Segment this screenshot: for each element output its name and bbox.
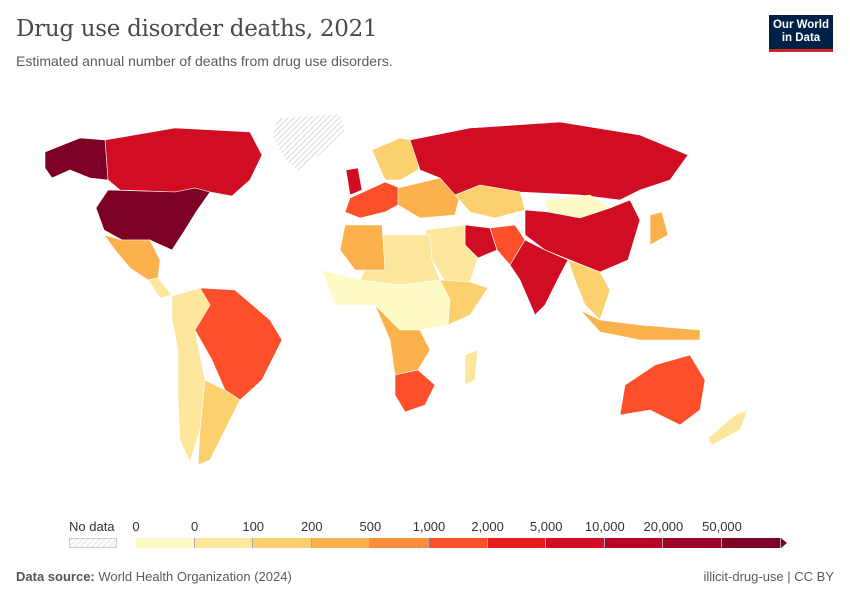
region-argentina[interactable] bbox=[197, 379, 241, 466]
region-new-zealand[interactable] bbox=[707, 409, 749, 446]
region-indonesia[interactable] bbox=[579, 309, 701, 341]
region-mexico[interactable] bbox=[103, 234, 161, 281]
region-australia[interactable] bbox=[619, 354, 706, 426]
legend-bin[interactable] bbox=[604, 538, 664, 548]
legend-arrow bbox=[780, 538, 787, 548]
region-scandinavia[interactable] bbox=[371, 137, 423, 181]
legend-bin[interactable] bbox=[311, 538, 371, 548]
legend-tick: 2,000 bbox=[471, 519, 504, 534]
region-china[interactable] bbox=[524, 199, 641, 273]
legend-tick: 200 bbox=[300, 519, 323, 534]
data-source: Data source: World Health Organization (… bbox=[16, 569, 292, 584]
map-legend: No data 0 0 100 200 500 1,000 2,000 5,000 10,000… bbox=[0, 515, 850, 555]
legend-bin[interactable] bbox=[487, 538, 547, 548]
region-central-africa[interactable] bbox=[374, 304, 431, 376]
legend-bin[interactable] bbox=[546, 538, 605, 548]
region-south-africa[interactable] bbox=[394, 369, 436, 413]
region-russia[interactable] bbox=[409, 121, 689, 201]
region-japan[interactable] bbox=[649, 211, 669, 246]
no-data-label: No data bbox=[69, 519, 115, 534]
legend-bin[interactable] bbox=[194, 538, 254, 548]
world-map bbox=[44, 113, 749, 466]
region-algeria[interactable] bbox=[339, 224, 386, 271]
legend-tick: 50,000 bbox=[702, 519, 742, 534]
chart-slug-license[interactable]: illicit-drug-use | CC BY bbox=[703, 569, 834, 584]
data-source-value[interactable]: World Health Organization (2024) bbox=[98, 569, 292, 584]
region-india[interactable] bbox=[509, 239, 569, 316]
region-uk[interactable] bbox=[345, 167, 363, 196]
page-title: Drug use disorder deaths, 2021 bbox=[16, 16, 378, 42]
region-usa[interactable] bbox=[95, 187, 211, 251]
region-central-america[interactable] bbox=[147, 277, 173, 299]
region-east-africa[interactable] bbox=[439, 279, 489, 326]
region-canada[interactable] bbox=[104, 127, 263, 197]
region-madagascar[interactable] bbox=[464, 349, 479, 386]
data-source-label: Data source: bbox=[16, 569, 95, 584]
region-western-europe[interactable] bbox=[344, 181, 401, 219]
legend-tick: 100 bbox=[242, 519, 265, 534]
legend-bin[interactable] bbox=[136, 538, 195, 548]
owid-logo[interactable]: Our World in Data bbox=[769, 15, 833, 52]
legend-tick: 500 bbox=[359, 519, 382, 534]
region-greenland[interactable] bbox=[271, 113, 346, 173]
logo-line1: Our World bbox=[772, 19, 829, 31]
legend-bin[interactable] bbox=[370, 538, 429, 548]
page-subtitle: Estimated annual number of deaths from d… bbox=[16, 53, 393, 69]
no-data-swatch bbox=[69, 538, 117, 548]
legend-bin[interactable] bbox=[663, 538, 722, 548]
legend-bin[interactable] bbox=[722, 538, 781, 548]
legend-tick: 1,000 bbox=[412, 519, 446, 534]
legend-bin[interactable] bbox=[429, 538, 488, 548]
logo-line2: in Data bbox=[781, 32, 821, 44]
legend-tick: 10,000 bbox=[584, 519, 625, 534]
legend-tick: 20,000 bbox=[643, 519, 684, 534]
legend-tick: 5,000 bbox=[529, 519, 563, 534]
legend-tick: 0 bbox=[190, 519, 199, 534]
legend-tick: 0 bbox=[132, 519, 140, 534]
region-alaska[interactable] bbox=[44, 137, 109, 181]
region-middle-east[interactable] bbox=[424, 224, 479, 291]
legend-bin[interactable] bbox=[253, 538, 312, 548]
